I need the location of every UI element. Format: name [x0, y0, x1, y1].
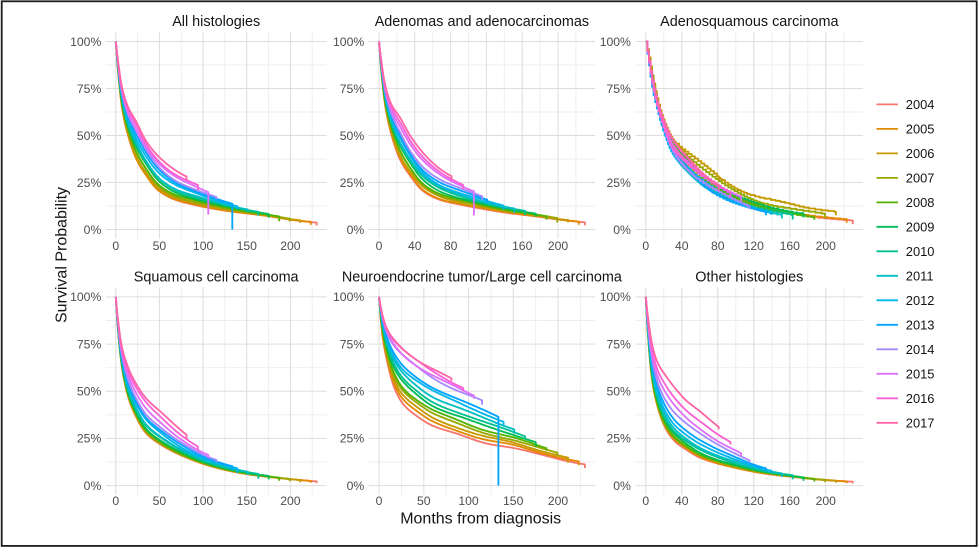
- svg-text:160: 160: [780, 494, 801, 508]
- svg-text:100: 100: [193, 239, 214, 253]
- svg-text:200: 200: [816, 239, 837, 253]
- svg-text:0%: 0%: [84, 223, 102, 237]
- svg-text:2015: 2015: [906, 366, 935, 381]
- svg-text:50%: 50%: [77, 129, 102, 143]
- svg-text:100%: 100%: [70, 35, 101, 49]
- svg-text:0%: 0%: [84, 479, 102, 493]
- svg-text:25%: 25%: [606, 432, 631, 446]
- svg-text:40: 40: [675, 494, 689, 508]
- svg-text:120: 120: [476, 239, 497, 253]
- svg-text:150: 150: [237, 494, 258, 508]
- svg-text:2016: 2016: [906, 391, 935, 406]
- svg-text:2004: 2004: [906, 97, 935, 112]
- svg-text:50%: 50%: [606, 385, 631, 399]
- svg-text:100%: 100%: [600, 35, 631, 49]
- svg-text:2006: 2006: [906, 146, 935, 161]
- svg-text:Adenomas and adenocarcinomas: Adenomas and adenocarcinomas: [375, 14, 589, 30]
- svg-text:2014: 2014: [906, 342, 935, 357]
- svg-text:50%: 50%: [77, 385, 102, 399]
- svg-text:25%: 25%: [340, 176, 365, 190]
- svg-text:75%: 75%: [77, 82, 102, 96]
- svg-text:200: 200: [280, 494, 301, 508]
- svg-text:100%: 100%: [600, 290, 631, 304]
- svg-text:100%: 100%: [333, 290, 364, 304]
- svg-text:160: 160: [512, 239, 533, 253]
- svg-text:25%: 25%: [606, 176, 631, 190]
- svg-text:75%: 75%: [340, 82, 365, 96]
- svg-text:0: 0: [376, 239, 383, 253]
- svg-text:Adenosquamous carcinoma: Adenosquamous carcinoma: [660, 14, 838, 30]
- svg-text:2012: 2012: [906, 293, 935, 308]
- svg-text:200: 200: [816, 494, 837, 508]
- svg-text:All histologies: All histologies: [172, 14, 260, 30]
- svg-text:75%: 75%: [606, 82, 631, 96]
- svg-text:120: 120: [744, 239, 765, 253]
- svg-text:0%: 0%: [613, 223, 631, 237]
- svg-text:0%: 0%: [613, 479, 631, 493]
- svg-text:0: 0: [112, 494, 119, 508]
- svg-text:100: 100: [193, 494, 214, 508]
- svg-text:Squamous cell carcinoma: Squamous cell carcinoma: [134, 270, 299, 286]
- svg-text:40: 40: [675, 239, 689, 253]
- svg-text:200: 200: [548, 494, 569, 508]
- svg-text:2008: 2008: [906, 195, 935, 210]
- svg-text:150: 150: [503, 494, 524, 508]
- svg-text:2013: 2013: [906, 317, 935, 332]
- svg-text:200: 200: [548, 239, 569, 253]
- svg-text:2017: 2017: [906, 415, 935, 430]
- svg-text:75%: 75%: [340, 337, 365, 351]
- svg-text:2005: 2005: [906, 122, 935, 137]
- svg-text:160: 160: [780, 239, 801, 253]
- svg-text:100%: 100%: [333, 35, 364, 49]
- svg-text:0: 0: [642, 494, 649, 508]
- svg-text:50: 50: [417, 494, 431, 508]
- svg-text:50%: 50%: [340, 129, 365, 143]
- svg-text:100: 100: [458, 494, 479, 508]
- svg-text:2009: 2009: [906, 219, 935, 234]
- svg-text:100%: 100%: [70, 290, 101, 304]
- svg-text:25%: 25%: [77, 432, 102, 446]
- svg-text:120: 120: [744, 494, 765, 508]
- svg-text:75%: 75%: [77, 337, 102, 351]
- svg-text:40: 40: [408, 239, 422, 253]
- svg-text:0: 0: [642, 239, 649, 253]
- svg-text:50: 50: [153, 494, 167, 508]
- svg-text:150: 150: [237, 239, 258, 253]
- svg-text:50: 50: [153, 239, 167, 253]
- svg-text:2010: 2010: [906, 244, 935, 259]
- svg-text:80: 80: [444, 239, 458, 253]
- svg-text:Months from diagnosis: Months from diagnosis: [400, 510, 561, 527]
- svg-text:80: 80: [711, 239, 725, 253]
- svg-text:75%: 75%: [606, 337, 631, 351]
- svg-text:2007: 2007: [906, 171, 935, 186]
- svg-text:50%: 50%: [340, 385, 365, 399]
- svg-text:2011: 2011: [906, 268, 934, 283]
- svg-text:25%: 25%: [340, 432, 365, 446]
- svg-text:25%: 25%: [77, 176, 102, 190]
- svg-text:200: 200: [280, 239, 301, 253]
- svg-text:Neuroendocrine tumor/Large cel: Neuroendocrine tumor/Large cell carcinom…: [342, 270, 622, 286]
- svg-text:0%: 0%: [347, 479, 365, 493]
- svg-text:80: 80: [711, 494, 725, 508]
- svg-text:0: 0: [376, 494, 383, 508]
- svg-text:Survival Probability: Survival Probability: [54, 187, 71, 323]
- svg-text:0%: 0%: [347, 223, 365, 237]
- svg-text:50%: 50%: [606, 129, 631, 143]
- svg-text:0: 0: [112, 239, 119, 253]
- svg-text:Other histologies: Other histologies: [695, 270, 803, 286]
